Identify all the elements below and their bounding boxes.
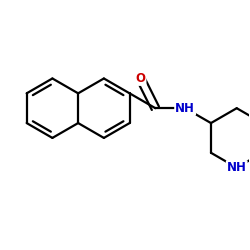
Text: O: O [136,72,145,85]
Text: NH: NH [175,102,195,115]
Text: NH: NH [227,161,247,174]
